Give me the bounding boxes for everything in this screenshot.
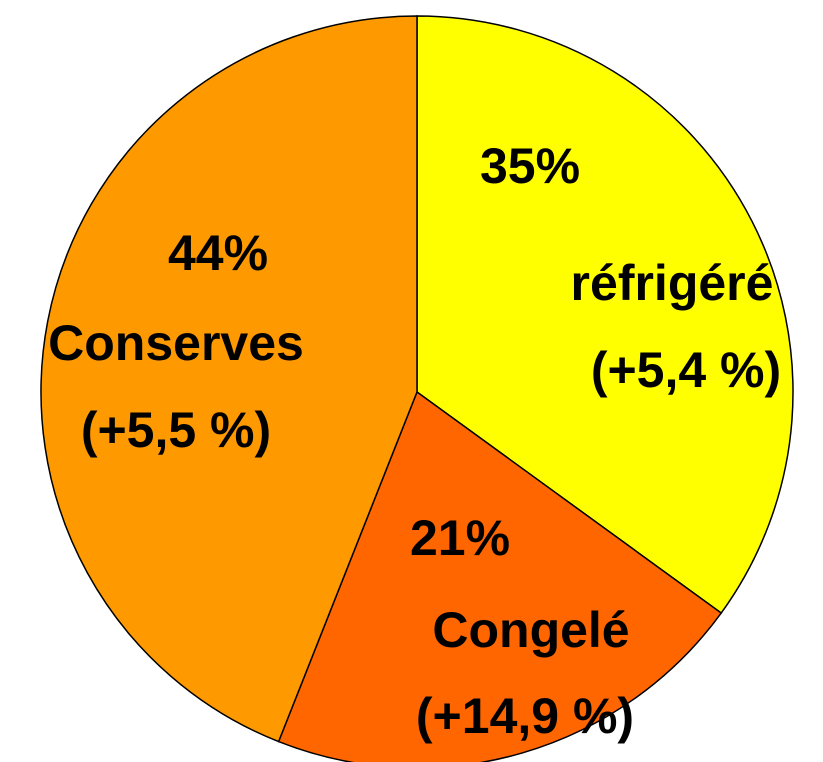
value-label: 21% <box>410 510 510 566</box>
pie-slice <box>277 390 723 762</box>
pie-slice <box>416 15 794 615</box>
category-label: Conserves <box>48 315 304 371</box>
category-label: Congelé <box>432 602 629 658</box>
change-label: (+5,4 %) <box>591 342 781 398</box>
change-label: (+5,5 %) <box>81 402 271 458</box>
value-label: 44% <box>168 225 268 281</box>
value-label: 35% <box>480 138 580 194</box>
category-label: réfrigéré <box>571 255 774 311</box>
change-label: (+14,9 %) <box>416 688 634 744</box>
pie-slice <box>40 15 418 743</box>
